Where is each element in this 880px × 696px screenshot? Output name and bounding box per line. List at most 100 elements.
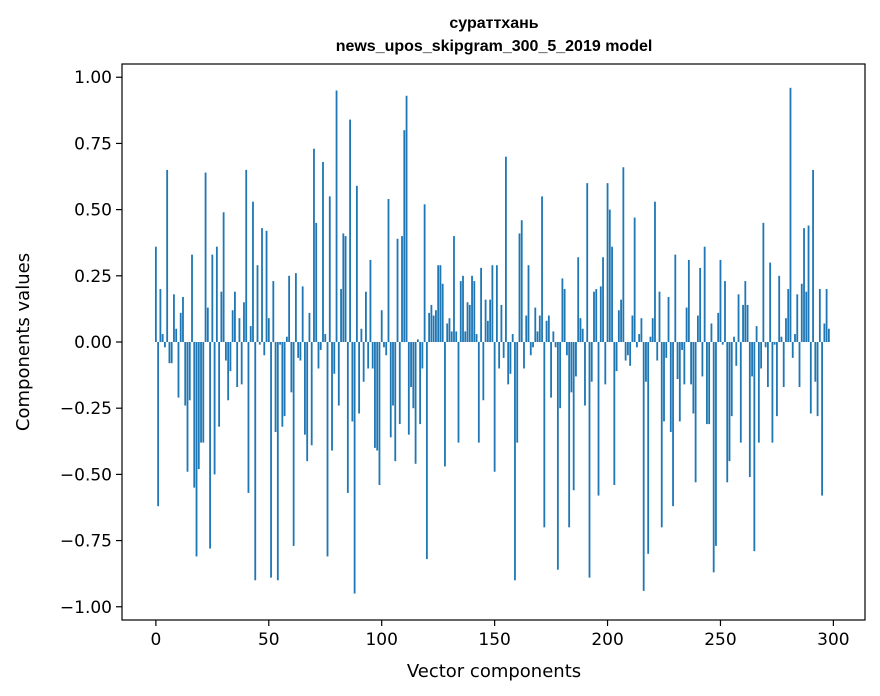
- y-tick-label: 0.00: [74, 333, 112, 353]
- bar: [581, 328, 584, 342]
- bar: [416, 339, 419, 342]
- bar: [827, 328, 830, 342]
- bar: [527, 265, 530, 342]
- bar: [606, 183, 609, 342]
- bar: [369, 259, 372, 342]
- bar: [552, 331, 555, 342]
- bar: [712, 342, 715, 573]
- bar: [794, 334, 796, 342]
- y-tick-label: 0.75: [74, 134, 112, 154]
- bar: [346, 342, 349, 493]
- bar: [766, 342, 769, 388]
- bar: [446, 323, 449, 342]
- bar: [755, 326, 758, 342]
- bar: [206, 307, 209, 342]
- bar: [547, 315, 550, 342]
- bar: [351, 342, 354, 422]
- bar: [812, 169, 814, 342]
- bar: [261, 228, 263, 342]
- bar: [213, 342, 216, 475]
- bar: [651, 318, 654, 342]
- bar: [728, 342, 731, 462]
- bar: [177, 342, 180, 398]
- bar: [403, 130, 406, 342]
- bar: [466, 302, 469, 342]
- bar: [588, 342, 591, 578]
- bar: [796, 294, 799, 342]
- bar: [378, 342, 381, 485]
- bar: [613, 342, 616, 485]
- bar: [425, 342, 428, 560]
- bar: [782, 342, 785, 388]
- bar-series: [154, 87, 830, 594]
- y-tick-label: 0.25: [74, 267, 112, 287]
- bar: [383, 342, 385, 348]
- bar: [184, 342, 187, 406]
- bar: [349, 119, 351, 342]
- bar: [444, 342, 446, 467]
- y-axis-ticks: 1.00 0.75 0.50 0.25 0.00 −0.25 −0.50 −0.75 −1.00: [60, 68, 122, 618]
- y-tick-label: 1.00: [74, 68, 112, 88]
- bar: [168, 342, 171, 364]
- x-tick-label: 250: [704, 630, 736, 650]
- bar: [751, 342, 753, 377]
- bar: [385, 342, 388, 356]
- bar: [317, 342, 320, 369]
- bar: [227, 342, 230, 401]
- bar: [245, 169, 248, 342]
- bar: [376, 342, 379, 451]
- x-tick-label: 150: [478, 630, 510, 650]
- bar: [272, 281, 275, 342]
- bar: [764, 342, 767, 348]
- bar: [500, 304, 503, 342]
- bar: [299, 342, 302, 361]
- bar: [597, 342, 600, 496]
- bar: [374, 342, 376, 448]
- bar: [595, 289, 598, 342]
- bar: [579, 318, 582, 342]
- bar: [737, 294, 740, 342]
- bar: [561, 278, 564, 342]
- bar: [222, 212, 225, 342]
- bar: [550, 342, 552, 398]
- bar: [204, 172, 207, 342]
- bar: [340, 289, 342, 342]
- bar: [484, 299, 487, 342]
- bar: [509, 342, 512, 374]
- bar: [471, 275, 473, 342]
- bar: [626, 342, 629, 356]
- bar: [193, 342, 196, 488]
- bar: [726, 342, 729, 483]
- bar: [602, 257, 604, 342]
- bar: [202, 342, 205, 443]
- bar: [678, 342, 681, 422]
- bar: [435, 310, 437, 342]
- bar: [437, 265, 440, 342]
- bar: [328, 196, 331, 342]
- bar: [175, 328, 178, 342]
- bar: [676, 342, 679, 380]
- bar: [523, 342, 525, 369]
- bar: [805, 291, 808, 342]
- bar: [432, 315, 435, 342]
- plot-area-frame: [121, 63, 866, 621]
- bar: [401, 236, 403, 342]
- bar: [191, 254, 193, 342]
- bar: [636, 342, 638, 348]
- bar: [292, 342, 295, 546]
- bar: [744, 281, 747, 342]
- bar: [304, 342, 306, 435]
- bar: [525, 315, 528, 342]
- bar: [654, 201, 656, 342]
- bar: [462, 275, 464, 342]
- bar: [572, 342, 575, 491]
- bar: [482, 342, 485, 401]
- bar: [285, 336, 288, 342]
- bar: [419, 342, 422, 425]
- bar: [392, 342, 394, 406]
- bar: [240, 342, 243, 385]
- bar: [760, 342, 763, 369]
- x-tick-label: 50: [258, 630, 280, 650]
- bar: [238, 318, 241, 342]
